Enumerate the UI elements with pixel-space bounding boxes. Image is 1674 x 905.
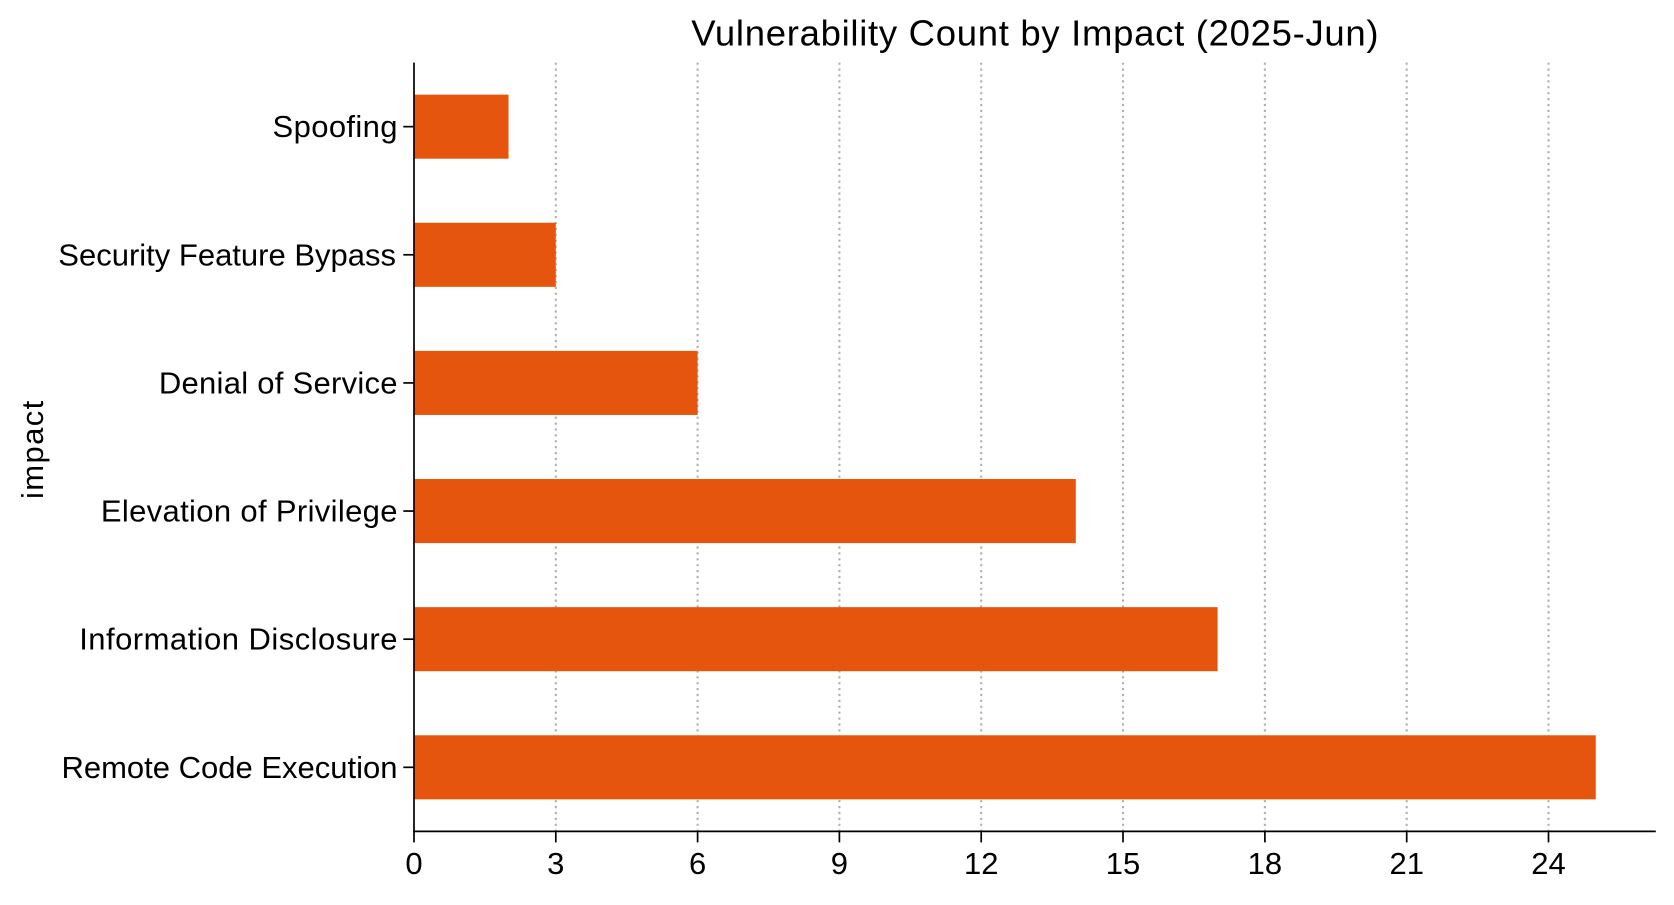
svg-text:Security Feature Bypass: Security Feature Bypass	[58, 237, 396, 272]
svg-text:Elevation of Privilege: Elevation of Privilege	[101, 494, 398, 529]
svg-text:12: 12	[964, 846, 998, 881]
svg-text:Spoofing: Spoofing	[273, 109, 398, 144]
svg-text:3: 3	[547, 846, 564, 881]
svg-text:18: 18	[1248, 846, 1282, 881]
svg-text:15: 15	[1106, 846, 1140, 881]
svg-text:9: 9	[831, 846, 848, 881]
svg-text:24: 24	[1531, 846, 1565, 881]
svg-text:Denial of Service: Denial of Service	[159, 366, 398, 401]
svg-text:Vulnerability Count by Impact: Vulnerability Count by Impact (2025-Jun)	[691, 13, 1379, 54]
svg-text:Remote Code Execution: Remote Code Execution	[61, 750, 397, 785]
svg-text:Information Disclosure: Information Disclosure	[79, 622, 398, 657]
svg-text:impact: impact	[15, 399, 50, 499]
svg-text:0: 0	[405, 846, 422, 881]
svg-text:6: 6	[689, 846, 706, 881]
svg-text:21: 21	[1389, 846, 1423, 881]
